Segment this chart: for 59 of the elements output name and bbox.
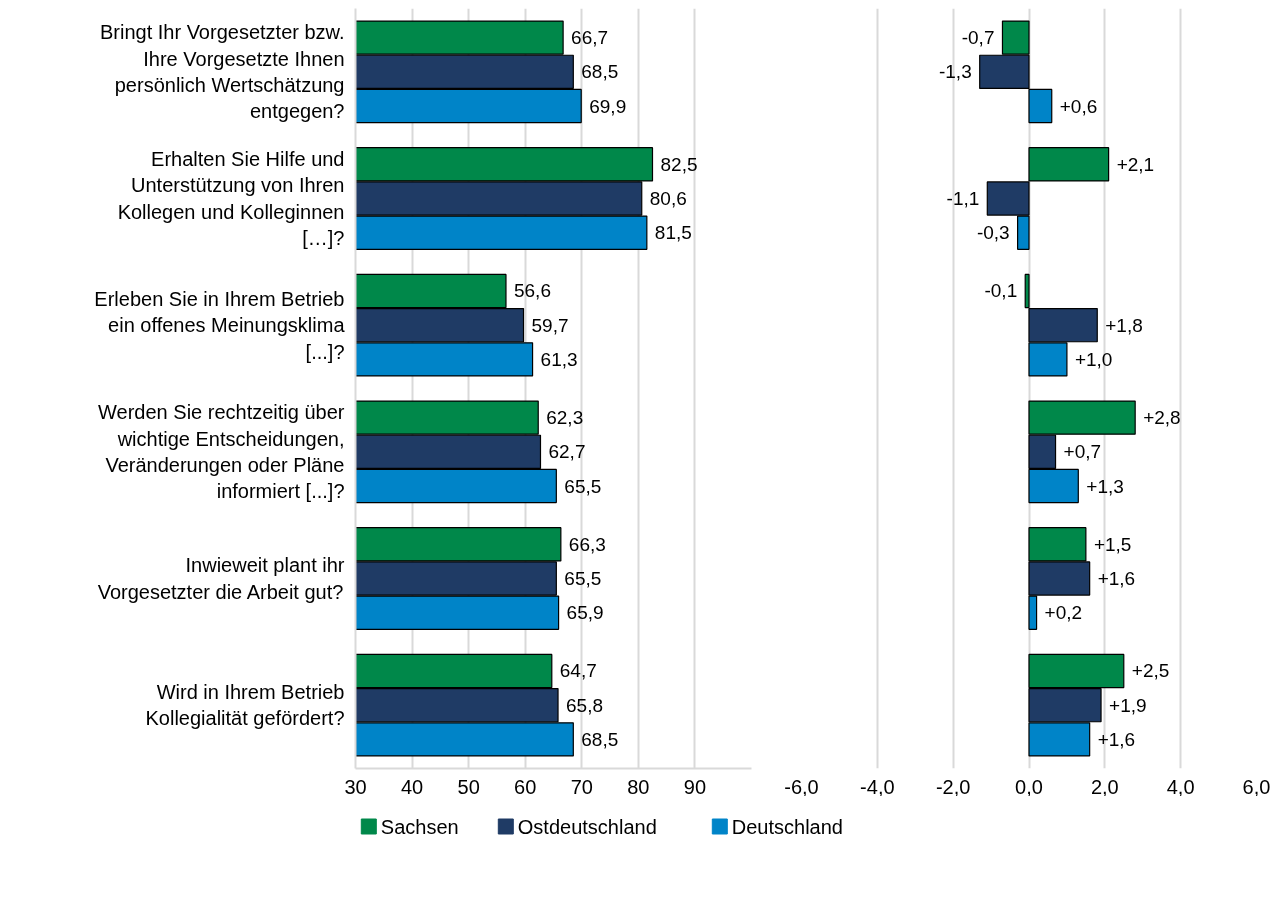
data-label: +0,7 (1063, 441, 1102, 463)
legend-label: Ostdeutschland (517, 815, 657, 838)
x-tick-label: 50 (457, 775, 480, 798)
data-label: 66,7 (571, 27, 609, 49)
x-tick-label: 80 (627, 775, 650, 798)
y-tick-label: Werden Sie rechtzeitig über wichtige Entscheidungen, Veränderungen oder Pläne informiert [...]? (98, 401, 345, 503)
data-label: +1,3 (1086, 475, 1124, 497)
x-tick-label: 40 (400, 775, 424, 798)
data-label: 65,9 (566, 602, 604, 624)
data-label: -0,7 (961, 27, 995, 49)
y-tick-label: Wird in Ihrem Betrieb Kollegialität gefördert? (145, 680, 345, 730)
data-label: 61,3 (540, 348, 578, 370)
data-label: 80,6 (649, 188, 687, 209)
x-tick-label: 60 (514, 775, 537, 798)
data-label: 82,5 (660, 153, 698, 175)
x-tick-label: 2,0 (1090, 775, 1119, 798)
x-tick-label: 4,0 (1166, 775, 1195, 798)
data-label: +2,1 (1116, 153, 1155, 175)
data-label: -0,1 (984, 280, 1018, 302)
data-label: +1,0 (1074, 348, 1113, 370)
x-tick-label: 90 (683, 775, 707, 798)
x-tick-label: -2,0 (935, 775, 971, 798)
data-label: 56,6 (513, 280, 551, 302)
data-label: +0,6 (1059, 95, 1098, 117)
data-label: +2,5 (1131, 660, 1170, 682)
data-label: 64,7 (559, 660, 597, 682)
data-label: +1,6 (1097, 728, 1136, 750)
data-label: +1,5 (1093, 533, 1132, 555)
x-tick-label: 70 (570, 775, 593, 798)
data-label: -1,3 (938, 61, 972, 83)
y-tick-label: Erleben Sie in Ihrem Betrieb ein offenes Meinungsklima [...]? (94, 287, 346, 363)
x-tick-label: 30 (344, 775, 367, 798)
x-tick-label: 0,0 (1015, 775, 1043, 798)
data-label: 62,7 (548, 441, 586, 463)
data-label: 68,5 (581, 61, 619, 83)
data-label: 62,3 (546, 407, 584, 429)
data-label: 66,3 (568, 533, 606, 555)
data-label: 81,5 (654, 222, 692, 244)
x-tick-label: -6,0 (784, 775, 819, 798)
legend-label: Deutschland (731, 815, 843, 838)
data-label: 65,5 (564, 475, 602, 497)
data-label: +1,8 (1105, 314, 1143, 336)
data-label: 65,5 (564, 568, 602, 589)
y-tick-label: Bringt Ihr Vorgesetzter bzw. Ihre Vorgesetzte Ihnen persönlich Wertschätzung entgegen? (99, 21, 345, 123)
data-label: 59,7 (531, 314, 569, 336)
data-label: -1,1 (946, 188, 980, 209)
data-label: +2,8 (1143, 407, 1181, 429)
x-tick-label: -4,0 (860, 775, 895, 798)
data-label: 65,8 (566, 694, 604, 716)
data-label: 69,9 (589, 95, 627, 117)
legend-label: Sachsen (380, 815, 459, 838)
x-tick-label: 6,0 (1242, 775, 1271, 798)
y-tick-label: Erhalten Sie Hilfe und Unterstützung von Ihren Kollegen und Kolleginnen […]? (117, 147, 345, 250)
data-label: +0,2 (1044, 602, 1083, 624)
y-tick-label: Inwieweit plant ihr Vorgesetzter die Arbeit gut? (97, 554, 345, 603)
data-label: +1,9 (1109, 694, 1147, 716)
data-label: +1,6 (1097, 568, 1136, 589)
data-label: -0,3 (976, 222, 1010, 244)
data-label: 68,5 (581, 728, 619, 750)
